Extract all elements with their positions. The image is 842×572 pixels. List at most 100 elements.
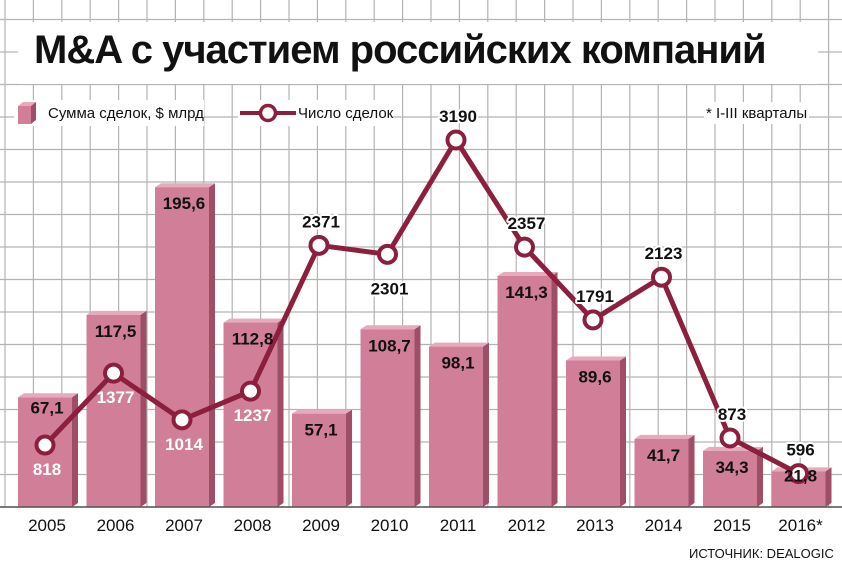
data-labels: 67,1 117,5 195,6 112,8 57,1 108,7 98,1 141,3 89,…: [30, 105, 817, 485]
bar-side: [72, 393, 78, 507]
line-value-label: 2123: [645, 244, 683, 263]
bar-front: [86, 314, 141, 507]
bar-side: [140, 310, 147, 507]
bar-value-label: 117,5: [95, 322, 137, 341]
bar-value-label: 141,3: [505, 283, 548, 302]
bar-front: [429, 346, 483, 507]
x-tick-label: 2007: [165, 516, 203, 535]
line-point: [514, 236, 535, 258]
bar: [703, 446, 763, 507]
line-value-label: 2357: [508, 214, 546, 233]
bar-value-label: 98,1: [441, 354, 474, 373]
bar: [634, 434, 695, 507]
line-value-label: 596: [786, 441, 814, 460]
bar-side: [551, 271, 558, 507]
bar-side: [277, 318, 284, 507]
bar-top: [566, 356, 626, 361]
bar: [429, 342, 489, 507]
x-tick-label: 2010: [371, 516, 409, 535]
x-tick-label: 2006: [97, 516, 135, 535]
bar-top: [292, 409, 352, 414]
bar-front: [497, 275, 552, 507]
bar-value-label: 108,7: [368, 336, 411, 355]
bar-value-label: 41,7: [647, 446, 680, 465]
bar: [223, 318, 284, 507]
bar-top: [429, 342, 489, 347]
line-point: [171, 409, 193, 431]
x-tick-label: 2016*: [778, 516, 823, 535]
bar: [86, 310, 147, 507]
bar-value-label: 67,1: [30, 398, 63, 417]
bar: [155, 183, 215, 507]
bar-top: [223, 318, 284, 323]
bar-front: [155, 187, 209, 507]
bar-top: [634, 434, 695, 439]
line-point: [377, 243, 398, 265]
x-tick-label: 2009: [302, 516, 340, 535]
bar-value-label: 89,6: [578, 368, 611, 387]
chart-title: M&A с участием российских компаний: [34, 28, 767, 72]
bar-value-label: 112,8: [232, 330, 274, 349]
line-point: [582, 309, 604, 331]
bar-front: [703, 450, 757, 507]
line-legend-icon: [240, 103, 296, 123]
legend-item-line: Число сделок: [238, 100, 394, 126]
line-point: [103, 362, 124, 384]
title-box: [18, 22, 818, 84]
line-series: [34, 129, 809, 485]
bar-side: [757, 446, 763, 507]
bar-value-label: 57,1: [304, 421, 337, 440]
bar-side: [414, 325, 421, 507]
line-point: [445, 129, 467, 151]
x-tick-label: 2011: [440, 516, 477, 535]
bar: [292, 409, 352, 507]
x-tick-label: 2014: [645, 516, 683, 535]
bar-top: [360, 325, 421, 330]
deal-count-line: [43, 137, 800, 476]
bar-side: [346, 409, 352, 507]
bar-front: [292, 413, 346, 507]
bar-front: [634, 438, 689, 507]
line-value-label: 818: [33, 460, 61, 479]
line-value-label: 1377: [97, 388, 135, 407]
bar-value-label: 34,3: [715, 458, 748, 477]
line-point: [34, 434, 56, 456]
line-value-label: 873: [718, 405, 746, 424]
bar: [360, 325, 421, 507]
bar-top: [86, 310, 147, 315]
bar-legend-icon: [18, 102, 36, 124]
x-tick-label: 2008: [234, 516, 272, 535]
bar-front: [360, 329, 415, 507]
line-value-label: 1791: [576, 287, 614, 306]
bar-side: [209, 183, 215, 507]
bar-top: [497, 271, 558, 276]
bar-front: [566, 360, 620, 507]
x-tick-label: 2005: [28, 516, 66, 535]
line-point: [788, 463, 809, 485]
legend-label-line: Число сделок: [298, 104, 394, 122]
line-point: [308, 234, 330, 256]
line-value-label: 1014: [165, 435, 203, 454]
legend-item-bars: Сумма сделок, $ млрд: [14, 100, 204, 126]
line-value-label: 3190: [439, 107, 477, 126]
bar-top: [155, 183, 215, 188]
legend-label-bars: Сумма сделок, $ млрд: [48, 104, 204, 122]
bar: [497, 271, 558, 507]
footnote: * I-III кварталы: [704, 102, 810, 124]
bar-top: [18, 393, 78, 398]
line-point: [719, 427, 741, 449]
axis-background: [0, 508, 842, 548]
bar-side: [825, 467, 832, 507]
line-point: [651, 266, 672, 288]
bar-side: [688, 434, 695, 507]
x-tick-label: 2015: [713, 516, 751, 535]
line-point: [240, 380, 261, 402]
bar-value-label: 21,8: [784, 466, 817, 485]
x-axis: 2005 2006 2007 2008 2009 2010 2011 2012 2013 2014…: [0, 506, 842, 548]
bar-value-label: 195,6: [163, 194, 206, 213]
line-value-label: 2371: [302, 212, 340, 231]
x-tick-label: 2012: [508, 516, 546, 535]
bar: [566, 356, 626, 507]
